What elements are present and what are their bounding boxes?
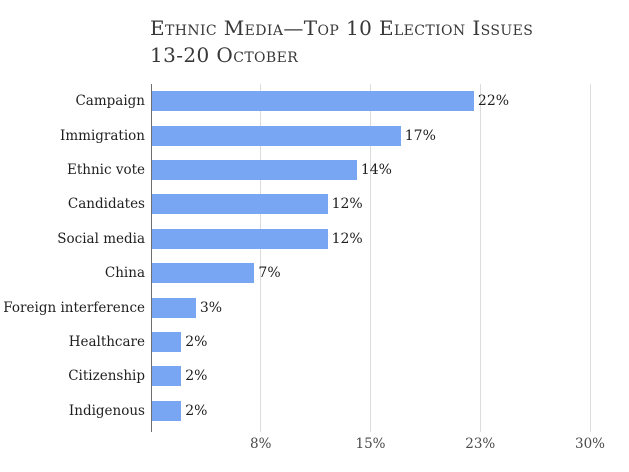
- chart-title-line-1: Ethnic Media—Top 10 Election Issues: [150, 16, 534, 40]
- value-label: 2%: [185, 333, 208, 350]
- bar: [152, 194, 328, 215]
- x-tick-label: 23%: [465, 436, 496, 452]
- category-label: Foreign interference: [3, 299, 145, 316]
- bar: [152, 160, 357, 180]
- bar: [152, 263, 255, 284]
- value-label: 17%: [404, 127, 436, 144]
- value-label: 14%: [360, 161, 392, 178]
- bar: [152, 332, 182, 352]
- x-gridline: [589, 84, 591, 432]
- bar: [152, 91, 474, 112]
- x-tick-label: 30%: [574, 436, 605, 452]
- category-label: Immigration: [60, 127, 145, 144]
- value-label: 2%: [185, 402, 208, 419]
- bar: [152, 366, 182, 387]
- value-label: 2%: [185, 368, 208, 385]
- category-label: Campaign: [75, 93, 145, 110]
- value-label: 22%: [477, 93, 510, 110]
- category-label: Social media: [57, 230, 145, 247]
- value-label: 3%: [199, 299, 223, 316]
- category-label: Healthcare: [68, 333, 145, 350]
- bar: [152, 228, 328, 249]
- value-label: 12%: [331, 196, 363, 213]
- category-label: Indigenous: [68, 402, 145, 419]
- category-label: Ethnic vote: [66, 161, 145, 178]
- x-gridline: [479, 84, 481, 432]
- bar: [152, 125, 401, 146]
- category-label: Candidates: [67, 196, 145, 213]
- value-label: 7%: [258, 265, 281, 282]
- x-tick-label: 8%: [250, 436, 272, 452]
- x-tick-label: 15%: [355, 436, 386, 452]
- chart-title: Ethnic Media—Top 10 Election Issues 13-2…: [150, 15, 533, 69]
- value-label: 12%: [331, 230, 363, 247]
- x-gridline: [260, 84, 262, 432]
- category-label: Citizenship: [68, 368, 145, 385]
- bar: [152, 400, 182, 421]
- chart-title-line-2: 13-20 October: [150, 43, 299, 67]
- y-axis-line: [151, 84, 152, 432]
- category-label: China: [104, 265, 145, 282]
- x-gridline: [370, 84, 371, 432]
- bar: [152, 297, 196, 318]
